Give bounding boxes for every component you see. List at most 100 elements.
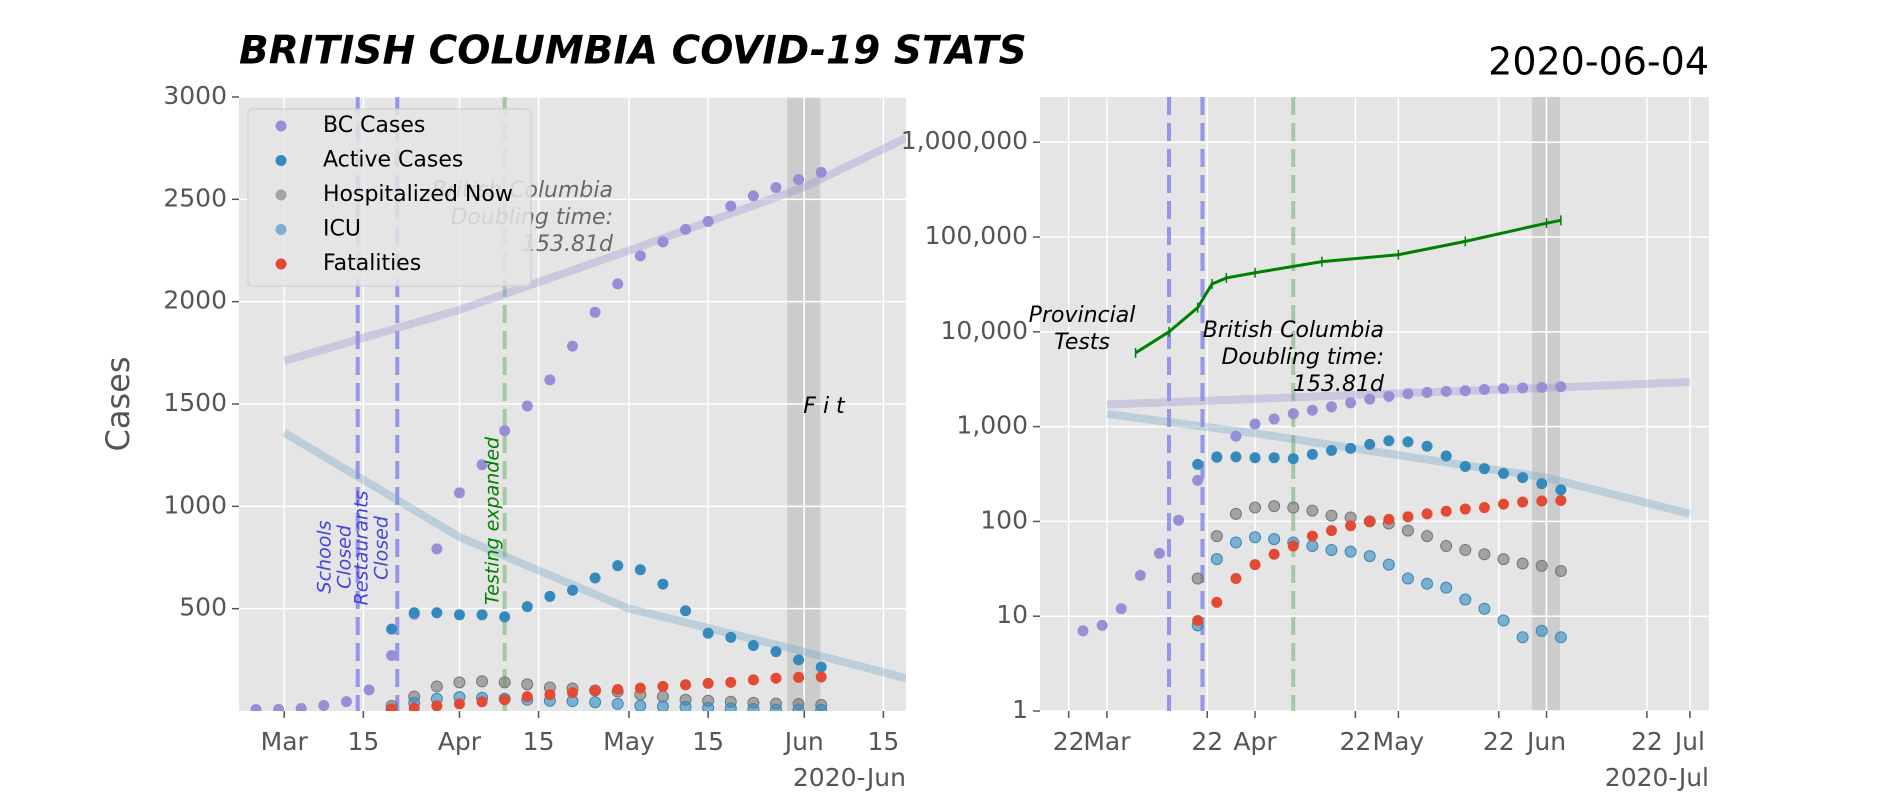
data-point [250, 704, 262, 711]
data-point [793, 654, 805, 666]
data-point [702, 701, 715, 711]
data-point [1210, 553, 1223, 566]
y-axis-label: Cases [99, 357, 137, 452]
data-point [1192, 458, 1204, 470]
data-point [1401, 572, 1414, 585]
x-tick-label: 15 [523, 727, 555, 756]
data-point [476, 675, 489, 688]
data-point [611, 697, 624, 710]
data-point [431, 700, 443, 711]
data-point [747, 674, 759, 686]
data-point [408, 702, 420, 711]
data-point [544, 689, 556, 701]
data-point [1268, 452, 1280, 464]
date-title: 2020-06-04 [1488, 40, 1709, 84]
data-point [1383, 435, 1395, 447]
data-point [1230, 451, 1242, 463]
data-point [1517, 382, 1529, 394]
y-tick-label: 2000 [163, 286, 227, 315]
data-point [499, 425, 511, 437]
data-point [679, 700, 692, 711]
data-point [521, 678, 534, 691]
data-point [1402, 511, 1414, 523]
data-point [589, 306, 601, 318]
data-point [1325, 509, 1338, 522]
data-point [1249, 501, 1262, 514]
data-point [1287, 540, 1299, 552]
data-point [1554, 564, 1567, 577]
data-point [431, 607, 443, 619]
data-point [1211, 596, 1223, 608]
data-point [1306, 540, 1319, 553]
data-point [770, 181, 782, 193]
data-point [657, 236, 669, 248]
fit-curve [1106, 409, 1691, 518]
data-point [1535, 624, 1548, 637]
data-point [453, 676, 466, 689]
data-point [1192, 615, 1204, 627]
data-point [702, 677, 714, 689]
data-point [1191, 572, 1204, 585]
legend-marker [275, 258, 287, 270]
data-point [1497, 553, 1510, 566]
data-point [1383, 390, 1395, 402]
data-point [295, 703, 307, 711]
x-tick-label: Mar [261, 727, 309, 756]
data-point [680, 679, 692, 691]
data-point [1268, 533, 1281, 546]
data-point [567, 687, 578, 699]
data-point [1421, 577, 1434, 590]
y-tick-label: 1500 [163, 388, 227, 417]
annotation: 153.81d [1293, 372, 1385, 397]
x-tick-label: 22 [1191, 727, 1223, 756]
x-offset-label: 2020-Jul [1605, 763, 1709, 792]
data-point [724, 702, 737, 711]
data-point [363, 684, 375, 696]
x-tick-label: Jun [783, 727, 824, 756]
data-point [634, 564, 646, 576]
fit-curve [1106, 378, 1691, 409]
y-tick-label: 1,000 [956, 411, 1028, 440]
data-point [1498, 468, 1510, 480]
data-point [430, 680, 443, 693]
annotation: British Columbia [1203, 318, 1384, 343]
x-tick-label: Jun [1525, 727, 1566, 756]
data-point [1210, 530, 1223, 543]
event-label: Testing expanded [482, 436, 504, 605]
data-point [1249, 559, 1261, 571]
data-point [815, 671, 827, 683]
annotation: Tests [1054, 330, 1110, 355]
data-point [1459, 503, 1471, 515]
y-tick-label: 10 [996, 600, 1028, 629]
data-point [1230, 430, 1242, 442]
data-point [793, 671, 805, 683]
data-point [589, 572, 601, 584]
data-point [1345, 397, 1357, 409]
data-point [567, 584, 578, 596]
x-offset-label: 2020-Jun [793, 763, 906, 792]
y-tick-label: 2500 [163, 183, 227, 212]
chart-title: BRITISH COLUMBIA COVID-19 STATS [239, 29, 1027, 74]
data-point [657, 680, 669, 692]
data-point [1096, 619, 1108, 631]
legend-marker [275, 120, 287, 132]
data-point [498, 676, 511, 689]
event-label: Schools [314, 520, 336, 593]
data-point [1249, 531, 1262, 544]
shaded-band [1546, 97, 1560, 711]
x-tick-label: May [1373, 727, 1425, 756]
data-point [657, 578, 669, 590]
legend-label: ICU [323, 217, 361, 242]
y-tick-label: 10,000 [941, 316, 1028, 345]
data-point [1382, 558, 1395, 571]
data-point [1478, 502, 1490, 514]
data-point [386, 703, 398, 711]
legend-label: Hospitalized Now [323, 182, 513, 207]
data-point [1440, 540, 1453, 553]
x-tick-label: 22 [1483, 727, 1515, 756]
data-point [521, 691, 533, 703]
data-point [1421, 530, 1434, 543]
data-point [1211, 451, 1223, 463]
data-point [680, 605, 692, 617]
data-point [725, 631, 737, 643]
